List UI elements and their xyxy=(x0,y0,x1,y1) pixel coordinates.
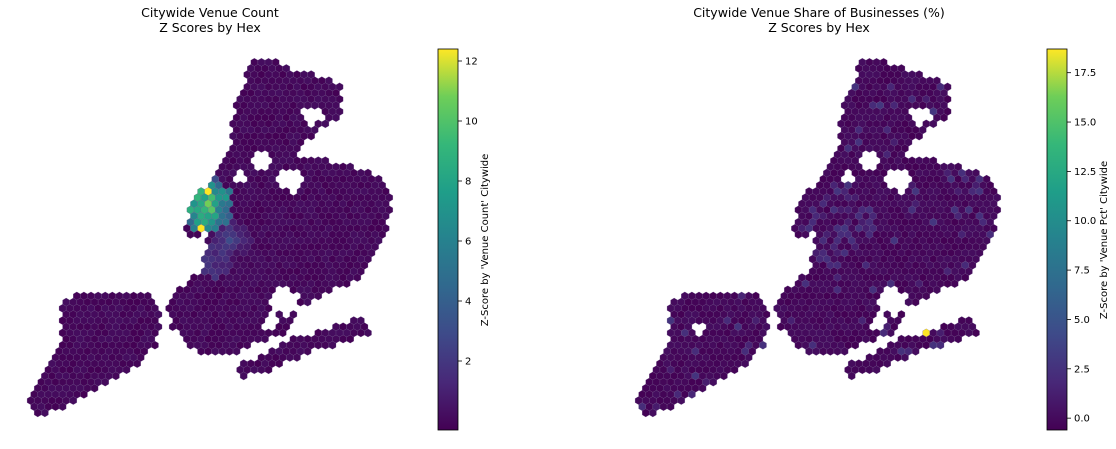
hex-cell xyxy=(901,353,909,362)
hex-cell xyxy=(264,365,273,375)
hex-cell xyxy=(275,359,283,368)
hex-cell xyxy=(936,340,945,350)
hex-cell xyxy=(307,131,315,141)
hex-cell xyxy=(720,371,728,381)
hex-cell xyxy=(342,279,351,288)
hex-cell xyxy=(911,297,920,307)
hex-cell xyxy=(933,285,941,295)
hex-cell xyxy=(69,396,77,405)
hex-cell xyxy=(929,119,938,129)
hex-cell xyxy=(293,353,301,362)
hex-cell xyxy=(112,371,120,381)
colorbar-tick-label: 7.5 xyxy=(1074,266,1090,277)
hex-cell xyxy=(303,297,312,307)
hex-cell xyxy=(869,334,877,344)
hex-cell xyxy=(972,328,980,338)
hex-cell xyxy=(133,359,141,368)
hex-cell xyxy=(709,377,717,387)
hex-cell xyxy=(915,131,923,141)
hex-cell xyxy=(303,347,312,356)
hex-cell xyxy=(840,347,849,356)
hex-cell xyxy=(151,340,159,350)
hex-cell xyxy=(961,273,969,282)
colorbar-tick-label: 5.0 xyxy=(1074,315,1090,326)
colorbar-gradient xyxy=(1046,48,1068,431)
chart-subtitle: Z Scores by Hex xyxy=(159,20,261,35)
hex-cell xyxy=(741,359,749,368)
hex-cell xyxy=(193,230,202,239)
hex-cell xyxy=(321,119,330,129)
hex-map xyxy=(26,58,393,418)
colorbar-tick-label: 6 xyxy=(465,237,471,248)
hex-cell xyxy=(883,359,891,368)
hex-cell xyxy=(346,334,354,344)
hex-cell xyxy=(41,408,49,418)
hex-cell xyxy=(688,390,696,399)
hex-cell xyxy=(353,273,361,282)
chart-subtitle: Z Scores by Hex xyxy=(768,20,870,35)
chart-title: Citywide Venue Share of Businesses (%) xyxy=(693,5,945,20)
hex-cell xyxy=(887,328,895,338)
hex-cell xyxy=(90,384,99,393)
hex-cell xyxy=(364,328,372,338)
hex-cell xyxy=(122,365,131,375)
hex-cell xyxy=(950,279,959,288)
hex-cell xyxy=(328,340,337,350)
colorbar: 2 4 6 8 10 12 xyxy=(437,48,478,431)
colorbar-tick-label: 10.0 xyxy=(1074,216,1096,227)
hex-cell xyxy=(325,285,333,295)
colorbar-tick-label: 4 xyxy=(465,297,471,308)
hex-cell xyxy=(332,113,340,122)
panel-venue-share: Citywide Venue Share of Businesses (%) Z… xyxy=(634,5,1110,431)
colorbar: 0.0 2.5 5.0 7.5 10.0 12.5 15.0 17.5 xyxy=(1046,48,1096,431)
colorbar-tick-label: 15.0 xyxy=(1074,118,1096,129)
hex-cell xyxy=(80,390,88,399)
hex-cell xyxy=(240,371,248,381)
hex-cell xyxy=(101,377,109,387)
hex-map xyxy=(634,58,1001,418)
hex-cell xyxy=(759,340,767,350)
hex-cell xyxy=(677,396,685,405)
hex-cell xyxy=(279,328,287,338)
hex-cell xyxy=(698,384,707,393)
hex-cell xyxy=(801,230,810,239)
colorbar-tick-label: 12.5 xyxy=(1074,167,1096,178)
hex-cell xyxy=(649,408,657,418)
colorbar-tick-label: 0.0 xyxy=(1074,414,1090,425)
colorbar-tick-label: 10 xyxy=(465,117,478,128)
colorbar-label: Z-Score by 'Venue Pct' Citywide xyxy=(1099,161,1110,319)
hex-cell xyxy=(922,291,930,301)
colorbar-tick-label: 17.5 xyxy=(1074,68,1096,79)
hex-cell xyxy=(261,334,269,344)
hex-cell xyxy=(940,113,948,122)
hex-cell xyxy=(872,365,881,375)
hex-cell xyxy=(58,402,67,411)
hex-cell xyxy=(851,340,859,350)
panel-venue-count: Citywide Venue Count Z Scores by Hex 2 4 6… xyxy=(26,5,491,431)
hex-cell xyxy=(848,371,856,381)
colorbar-label: Z-Score by 'Venue Count' Citywide xyxy=(480,154,491,327)
hex-cell xyxy=(243,340,251,350)
colorbar-tick-label: 2 xyxy=(465,357,471,368)
hex-cell xyxy=(911,347,920,356)
hex-cell xyxy=(666,402,675,411)
colorbar-tick-label: 2.5 xyxy=(1074,364,1090,375)
colorbar-tick-label: 12 xyxy=(465,57,478,68)
colorbar-tick-label: 8 xyxy=(465,177,471,188)
colorbar-gradient xyxy=(437,48,459,431)
hex-cell xyxy=(730,365,739,375)
hex-cell xyxy=(954,334,962,344)
hex-cell xyxy=(314,291,322,301)
hex-cell xyxy=(232,347,241,356)
chart-title: Citywide Venue Count xyxy=(141,5,279,20)
